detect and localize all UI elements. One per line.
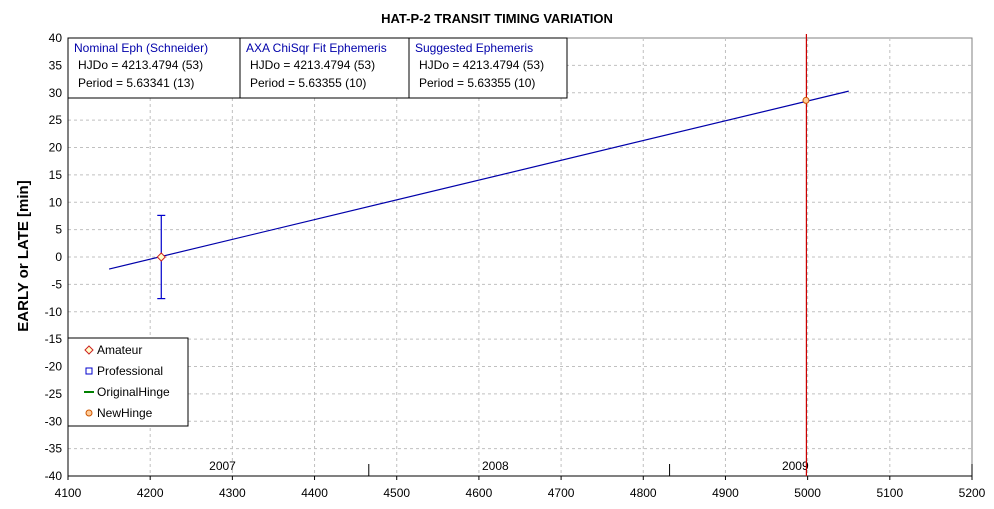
y-tick-label: 25	[49, 113, 63, 127]
y-tick-label: 35	[49, 58, 63, 72]
y-tick-label: -5	[51, 277, 62, 291]
x-tick-label: 4900	[712, 486, 739, 500]
ephemeris-box-title: Suggested Ephemeris	[415, 41, 533, 55]
legend-label: OriginalHinge	[97, 385, 170, 399]
y-tick-label: 15	[49, 168, 63, 182]
y-tick-label: -25	[45, 387, 63, 401]
y-tick-label: -15	[45, 332, 63, 346]
x-tick-label: 4800	[630, 486, 657, 500]
legend-label: NewHinge	[97, 406, 153, 420]
y-tick-label: 30	[49, 86, 63, 100]
chart-title: HAT-P-2 TRANSIT TIMING VARIATION	[381, 11, 613, 26]
ephemeris-box	[67, 37, 241, 99]
ephemeris-box-period: Period = 5.63355 (10)	[250, 76, 366, 90]
ephemeris-box	[408, 37, 568, 99]
x-tick-label: 4600	[466, 486, 493, 500]
y-axis-label: EARLY or LATE [min]	[15, 180, 32, 331]
x-tick-label: 4200	[137, 486, 164, 500]
amateur-point	[156, 252, 166, 262]
y-tick-label: -20	[45, 360, 63, 374]
legend: Amateur Professional OriginalHinge NewHinge	[67, 337, 189, 427]
axes: -40 -35 -30 -25 -20 -15 -10 -5 0 5 10 15 20 25 30 35 40 4…	[45, 31, 986, 500]
ephemeris-box-period: Period = 5.63355 (10)	[419, 76, 535, 90]
y-tick-label: -35	[45, 442, 63, 456]
x-tick-label: 5200	[959, 486, 986, 500]
year-label: 2008	[482, 459, 509, 473]
y-tick-label: 5	[55, 223, 62, 237]
legend-marker-amateur	[84, 345, 94, 355]
ephemeris-fit-line	[108, 90, 849, 270]
x-tick-label: 4400	[301, 486, 328, 500]
ephemeris-box-hjd: HJDo = 4213.4794 (53)	[250, 58, 375, 72]
y-tick-label: 20	[49, 141, 63, 155]
x-tick-label: 4100	[55, 486, 82, 500]
legend-label: Professional	[97, 364, 163, 378]
ephemeris-box-title: AXA ChiSqr Fit Ephemeris	[246, 41, 387, 55]
legend-label: Amateur	[97, 343, 142, 357]
year-label: 2009	[782, 459, 809, 473]
legend-marker-newhinge	[85, 409, 93, 417]
ephemeris-box-title: Nominal Eph (Schneider)	[74, 41, 208, 55]
y-tick-label: -10	[45, 305, 63, 319]
x-tick-label: 4700	[548, 486, 575, 500]
newhinge-point	[802, 96, 810, 104]
data-layer	[108, 34, 849, 476]
y-tick-label: 40	[49, 31, 63, 45]
x-tick-label: 5000	[794, 486, 821, 500]
y-tick-label: -30	[45, 414, 63, 428]
ephemeris-box	[239, 37, 410, 99]
year-label: 2007	[209, 459, 236, 473]
ephemeris-box-hjd: HJDo = 4213.4794 (53)	[419, 58, 544, 72]
x-tick-label: 4500	[383, 486, 410, 500]
y-tick-label: 0	[55, 250, 62, 264]
y-tick-label: 10	[49, 195, 63, 209]
grid	[67, 37, 973, 477]
ephemeris-box-hjd: HJDo = 4213.4794 (53)	[78, 58, 203, 72]
ephemeris-boxes: Nominal Eph (Schneider) HJDo = 4213.4794 …	[67, 37, 568, 99]
x-tick-label: 5100	[876, 486, 903, 500]
legend-marker-professional	[85, 367, 93, 375]
x-tick-label: 4300	[219, 486, 246, 500]
y-tick-label: -40	[45, 469, 63, 483]
ephemeris-box-period: Period = 5.63341 (13)	[78, 76, 194, 90]
